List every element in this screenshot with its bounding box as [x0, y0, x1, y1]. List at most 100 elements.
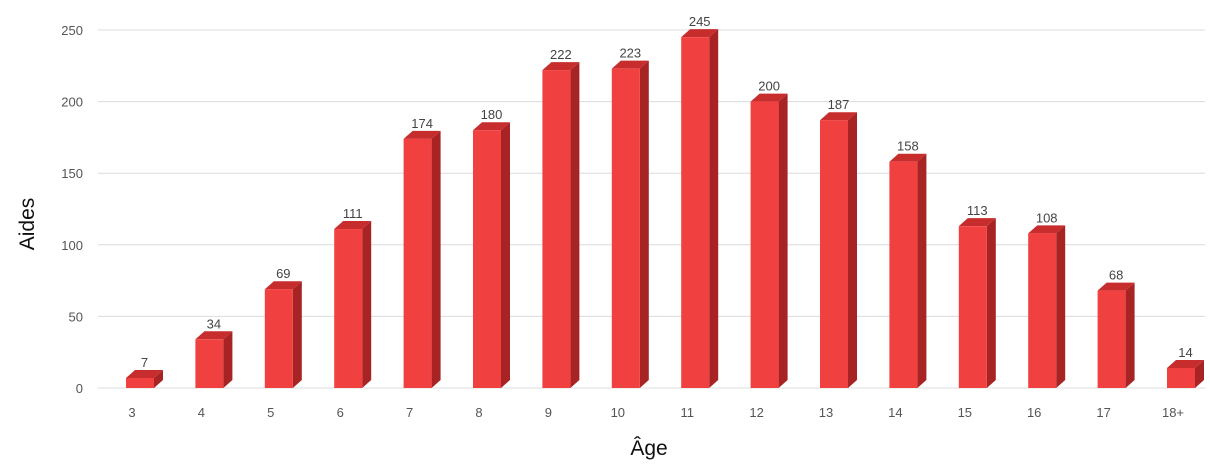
y-tick-label: 150 [61, 166, 83, 181]
bar-10: 223 [611, 46, 649, 388]
bar [542, 70, 571, 388]
bar [334, 229, 363, 388]
y-tick-label: 50 [69, 309, 83, 324]
bar-top [820, 112, 857, 121]
x-tick-label: 15 [958, 405, 972, 420]
bar [750, 101, 779, 388]
x-tick-label: 3 [128, 405, 135, 420]
y-axis-title: Aides [16, 198, 39, 251]
bar [1097, 290, 1126, 388]
data-label: 68 [1109, 268, 1123, 283]
data-label: 7 [141, 355, 148, 370]
bar-15: 113 [958, 203, 996, 388]
data-label: 158 [897, 139, 919, 154]
data-label: 174 [411, 116, 433, 131]
bar-side [1195, 359, 1204, 388]
bar-top [681, 29, 719, 38]
bar [195, 339, 224, 388]
x-tick-label: 6 [337, 405, 344, 420]
bar-6: 111 [334, 206, 372, 388]
bar-side [1056, 225, 1066, 388]
bar-3: 7 [126, 355, 163, 388]
bar-top [195, 331, 233, 340]
bar-top [542, 62, 580, 71]
bar-top [334, 221, 372, 230]
x-tick-label: 12 [749, 405, 763, 420]
bar-side [917, 153, 927, 388]
bar [820, 120, 848, 388]
bar [889, 161, 918, 388]
bar-14: 158 [889, 139, 927, 388]
data-label: 111 [343, 206, 363, 221]
x-tick-label: 8 [475, 405, 482, 420]
data-label: 34 [207, 316, 221, 331]
x-axis-ticks: 3 4 5 6 7 8 9 10 11 12 13 14 15 16 17 18+ [128, 405, 1184, 420]
bar-13: 187 [820, 97, 857, 388]
bar-top [264, 281, 302, 290]
bar-11: 245 [681, 14, 719, 388]
x-tick-label: 13 [819, 405, 833, 420]
bar-top [1028, 225, 1066, 234]
bar-side [1125, 282, 1135, 388]
bar-12: 200 [750, 79, 788, 388]
bar-18+: 14 [1167, 345, 1204, 388]
bar [958, 226, 987, 388]
data-label: 187 [828, 97, 850, 112]
bar [264, 289, 293, 388]
bar-top [473, 122, 510, 131]
data-label: 69 [276, 266, 290, 281]
x-tick-label: 9 [545, 405, 552, 420]
bar-side [986, 218, 996, 388]
bar-side [570, 62, 580, 388]
data-label: 180 [481, 107, 503, 122]
data-label: 14 [1178, 345, 1192, 360]
x-tick-label: 10 [611, 405, 625, 420]
x-tick-label: 4 [198, 405, 205, 420]
data-label: 113 [967, 203, 988, 218]
x-tick-label: 18+ [1162, 405, 1184, 420]
bar-side [709, 29, 719, 388]
bar-top [889, 153, 927, 162]
bar-side [154, 369, 163, 388]
bar [611, 68, 640, 388]
bar-16: 108 [1028, 210, 1066, 388]
bar-7: 174 [403, 116, 441, 388]
bar-top [958, 218, 996, 227]
data-label: 222 [550, 47, 572, 62]
y-tick-label: 200 [61, 95, 83, 110]
bar-side [223, 331, 233, 388]
bar-top [126, 369, 163, 378]
bar [473, 130, 501, 389]
bar-top [1097, 282, 1135, 291]
bar-top [750, 93, 788, 102]
bar-9: 222 [542, 47, 580, 388]
x-tick-label: 7 [406, 405, 413, 420]
x-axis-title: Âge [630, 437, 667, 460]
bar [1028, 233, 1057, 388]
bar-side [362, 221, 372, 388]
bar-4: 34 [195, 316, 233, 388]
bar-top [611, 60, 649, 69]
bar [1167, 367, 1195, 388]
bar [681, 37, 710, 388]
data-label: 245 [689, 14, 711, 29]
bar [403, 138, 432, 388]
bar-top [1167, 359, 1204, 368]
x-tick-label: 17 [1096, 405, 1110, 420]
bar-side [431, 130, 441, 388]
bar [126, 377, 154, 388]
data-label: 108 [1036, 210, 1058, 225]
bar-17: 68 [1097, 268, 1135, 388]
bar-5: 69 [264, 266, 302, 388]
x-tick-label: 14 [888, 405, 902, 420]
bars: 7 34 69 111 174 180 222 223 245 200 187 158 113 108 68… [126, 14, 1204, 389]
y-axis-ticks: 0 50 100 150 200 250 [61, 23, 83, 396]
bar-side [778, 93, 788, 388]
x-tick-label: 5 [267, 405, 274, 420]
bar-side [501, 122, 510, 389]
y-tick-label: 0 [76, 381, 83, 396]
bar-side [639, 60, 649, 388]
x-tick-label: 16 [1027, 405, 1041, 420]
